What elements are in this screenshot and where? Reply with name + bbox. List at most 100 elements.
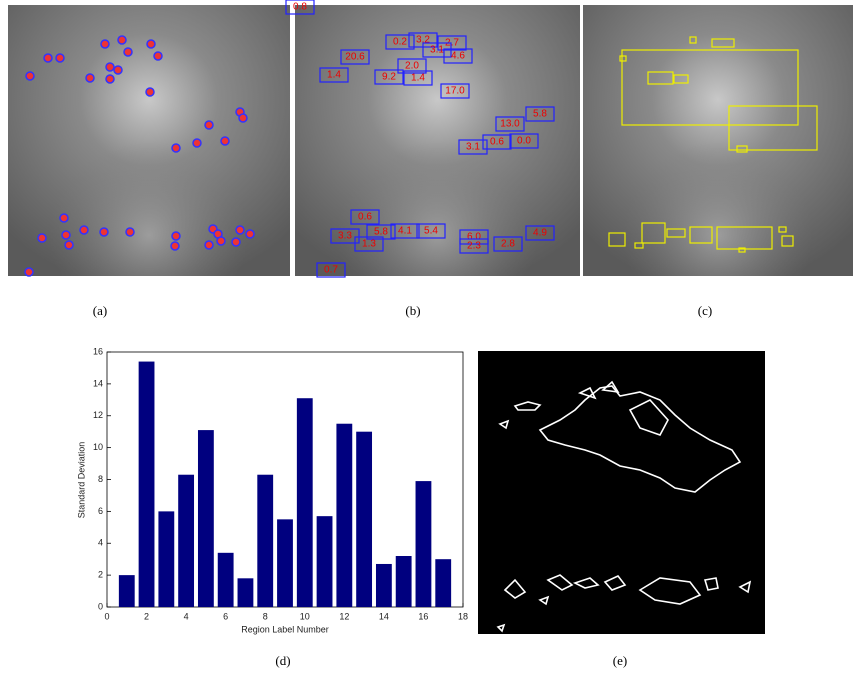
caption: (e): [613, 653, 627, 668]
region-label: 2.7: [445, 38, 459, 49]
y-tick-label: 10: [93, 442, 103, 452]
region-label: 17.0: [445, 86, 465, 97]
caption: (c): [698, 303, 712, 318]
bar: [158, 511, 175, 607]
bar: [316, 516, 333, 607]
region-label: 0.8: [293, 2, 307, 13]
marker: [24, 267, 34, 277]
label-box: [422, 42, 452, 58]
x-tick-label: 18: [458, 611, 468, 621]
marker: [123, 47, 133, 57]
marker: [235, 225, 245, 235]
panel-a: [8, 5, 290, 277]
bar: [237, 578, 254, 607]
x-axis-label: Region Label Number: [241, 624, 329, 634]
region-label: 2.3: [467, 241, 481, 252]
label-box: [493, 236, 523, 252]
marker: [55, 53, 65, 63]
marker: [79, 225, 89, 235]
marker: [216, 236, 226, 246]
marker: [113, 65, 123, 75]
label-box: [397, 58, 427, 74]
caption: (d): [275, 653, 290, 668]
marker: [145, 87, 155, 97]
panel-b: 0.80.2 3.2 2.73.14.620.61.42.09.2 1.417.013…: [285, 0, 580, 278]
label-box: [316, 262, 346, 278]
marker: [153, 51, 163, 61]
label-box: [458, 139, 488, 155]
x-tick-label: 12: [339, 611, 349, 621]
bar: [217, 552, 234, 607]
bar: [336, 423, 353, 607]
region-label: 0.6: [358, 212, 372, 223]
bar: [257, 474, 274, 607]
panel-c: [583, 5, 853, 276]
label-box: [403, 70, 433, 86]
label-box: [482, 134, 512, 150]
region-label: 6.0: [467, 232, 481, 243]
region-label: 1.4: [411, 73, 425, 84]
y-tick-label: 2: [98, 570, 103, 580]
x-tick-label: 0: [104, 611, 109, 621]
region-label: 0.6: [490, 137, 504, 148]
region-label: 0.2: [393, 37, 407, 48]
region-label: 0.7: [324, 265, 338, 276]
region-label: 13.0: [500, 119, 520, 130]
region-label: 3.2: [416, 35, 430, 46]
y-tick-label: 6: [98, 506, 103, 516]
x-tick-label: 6: [223, 611, 228, 621]
region-label: 1.4: [327, 70, 341, 81]
label-box: [366, 224, 396, 240]
y-tick-label: 8: [98, 474, 103, 484]
label-box: [354, 236, 384, 252]
y-tick-label: 14: [93, 378, 103, 388]
bar: [375, 563, 392, 607]
region-label: 5.8: [533, 109, 547, 120]
marker: [100, 39, 110, 49]
label-box: [525, 225, 555, 241]
region-label: 20.6: [345, 52, 365, 63]
panel-e: [478, 351, 765, 634]
marker: [85, 73, 95, 83]
region-label: 5.8: [374, 227, 388, 238]
label-box: [390, 223, 420, 239]
marker: [43, 53, 53, 63]
label-box: [385, 34, 415, 50]
bar: [395, 556, 412, 607]
marker: [170, 241, 180, 251]
bar-chart: Region Label Number Standard Deviation 0…: [76, 346, 468, 634]
bar: [178, 474, 195, 607]
label-box: [350, 209, 380, 225]
marker: [146, 39, 156, 49]
marker: [220, 136, 230, 146]
marker: [204, 240, 214, 250]
marker: [105, 62, 115, 72]
label-box: [440, 83, 470, 99]
region-label: 3.3: [338, 231, 352, 242]
label-box: [509, 133, 539, 149]
bar: [118, 575, 135, 607]
marker: [64, 240, 74, 250]
marker: [125, 227, 135, 237]
marker: [204, 120, 214, 130]
x-tick-label: 2: [144, 611, 149, 621]
caption: (a): [93, 303, 107, 318]
marker: [238, 113, 248, 123]
label-box: [459, 238, 489, 254]
caption: (b): [405, 303, 420, 318]
label-box: [459, 229, 489, 245]
bar: [138, 361, 155, 607]
y-tick-label: 0: [98, 601, 103, 611]
marker: [99, 227, 109, 237]
region-label: 0.0: [517, 136, 531, 147]
label-box: [443, 48, 473, 64]
bar: [296, 398, 313, 607]
region-label: 3.1: [430, 45, 444, 56]
marker: [192, 138, 202, 148]
marker: [171, 231, 181, 241]
marker: [105, 74, 115, 84]
marker: [25, 71, 35, 81]
bar: [277, 519, 293, 607]
label-box: [319, 67, 349, 83]
bar: [356, 431, 373, 607]
